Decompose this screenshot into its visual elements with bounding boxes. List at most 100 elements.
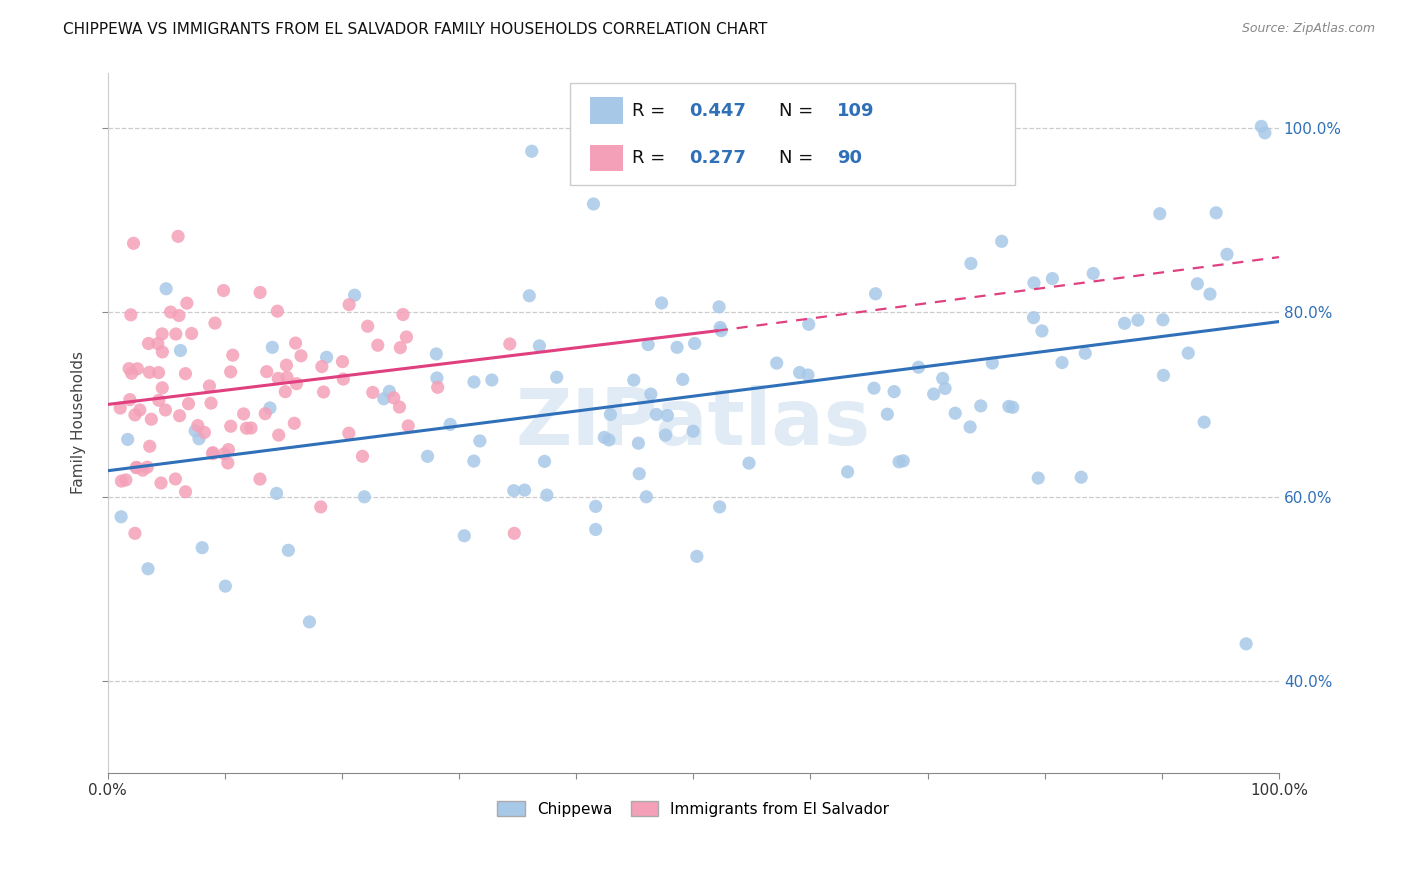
Point — [214, 579, 236, 593]
Point — [392, 308, 415, 322]
Point — [499, 337, 522, 351]
Point — [426, 380, 449, 394]
Point — [148, 366, 170, 380]
Point — [463, 375, 485, 389]
Text: ZIPatlas: ZIPatlas — [516, 384, 870, 461]
Point — [259, 401, 281, 415]
Point — [637, 337, 659, 351]
Point — [546, 370, 568, 384]
Point — [249, 472, 271, 486]
Point — [256, 365, 278, 379]
Point — [585, 500, 607, 514]
Point — [426, 371, 449, 385]
Point — [184, 424, 207, 438]
Point — [188, 432, 211, 446]
Text: 0.447: 0.447 — [689, 102, 745, 120]
Point — [1022, 310, 1045, 325]
Point — [1149, 207, 1171, 221]
Point — [337, 426, 360, 441]
Point — [138, 439, 160, 453]
Point — [789, 366, 811, 380]
FancyBboxPatch shape — [571, 84, 1015, 185]
Point — [887, 455, 910, 469]
Point — [353, 490, 375, 504]
Point — [1177, 346, 1199, 360]
Point — [110, 509, 132, 524]
Text: N =: N = — [779, 102, 818, 120]
Point — [502, 483, 524, 498]
Point — [1250, 120, 1272, 134]
Point — [309, 500, 332, 514]
Point — [332, 354, 354, 368]
Point — [959, 420, 981, 434]
Point — [169, 409, 191, 423]
Text: 0.277: 0.277 — [689, 149, 745, 167]
Point — [290, 349, 312, 363]
Point — [187, 418, 209, 433]
Point — [943, 406, 966, 420]
FancyBboxPatch shape — [591, 145, 623, 171]
Point — [1216, 247, 1239, 261]
Point — [267, 371, 290, 385]
Point — [1114, 316, 1136, 330]
Point — [169, 343, 191, 358]
Point — [219, 419, 242, 434]
Point — [201, 445, 224, 459]
Point — [150, 475, 173, 490]
Point — [150, 381, 173, 395]
Point — [283, 417, 305, 431]
Point — [141, 412, 163, 426]
Point — [191, 541, 214, 555]
Point — [517, 289, 540, 303]
Point — [121, 366, 143, 380]
Point — [1187, 277, 1209, 291]
Point — [738, 456, 761, 470]
Point — [533, 454, 555, 468]
Point — [217, 456, 239, 470]
Text: 90: 90 — [838, 149, 862, 167]
Point — [122, 236, 145, 251]
Point — [513, 483, 536, 497]
Point — [645, 408, 668, 422]
Point — [249, 285, 271, 300]
Point — [361, 385, 384, 400]
Point — [198, 379, 221, 393]
Point — [124, 408, 146, 422]
Point — [709, 320, 731, 334]
Point — [536, 488, 558, 502]
Point — [1126, 313, 1149, 327]
Point — [274, 384, 297, 399]
Point — [585, 523, 607, 537]
Point — [212, 447, 235, 461]
Point — [666, 340, 689, 354]
Point — [284, 336, 307, 351]
Point — [682, 424, 704, 438]
Point — [132, 463, 155, 477]
Point — [222, 348, 245, 362]
Point — [277, 543, 299, 558]
Point — [970, 399, 993, 413]
Point — [657, 409, 679, 423]
Point — [876, 407, 898, 421]
Point — [127, 361, 149, 376]
Point — [1083, 267, 1105, 281]
Point — [1001, 401, 1024, 415]
Point — [367, 338, 389, 352]
Point — [148, 393, 170, 408]
Point — [623, 373, 645, 387]
Point — [516, 780, 538, 794]
Point — [193, 425, 215, 440]
Point — [232, 407, 254, 421]
Point — [276, 370, 298, 384]
Point — [439, 417, 461, 432]
Point — [204, 316, 226, 330]
Point — [357, 319, 380, 334]
Point — [1070, 470, 1092, 484]
Point — [931, 371, 953, 385]
Point — [389, 341, 412, 355]
Point — [298, 615, 321, 629]
Point — [707, 300, 730, 314]
Point — [503, 526, 526, 541]
Point — [907, 360, 929, 375]
Point — [174, 367, 197, 381]
